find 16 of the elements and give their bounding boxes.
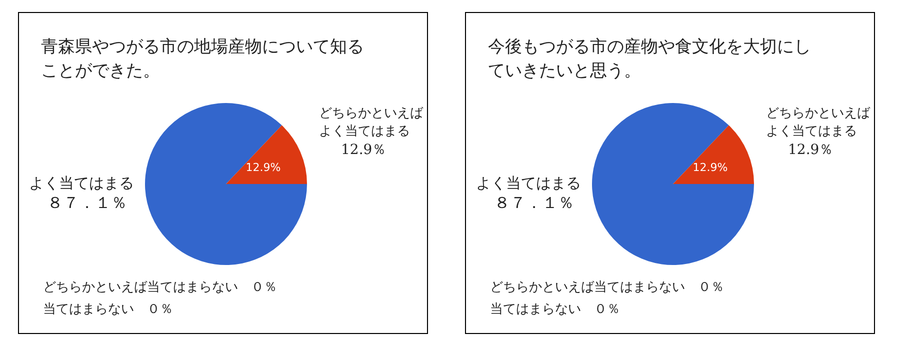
data-label: 12.9％ — [340, 141, 388, 159]
category-label: 当てはまらない ０％ — [490, 302, 620, 317]
slice-label: よく当てはまる — [476, 173, 582, 193]
category-label: 当てはまらない ０％ — [43, 302, 173, 317]
data-label: ８７．１％ — [493, 193, 575, 213]
data-label: ８７．１％ — [46, 193, 128, 213]
slice-label: どちらかといえばよく当てはまる — [319, 105, 423, 141]
category-label: どちらかといえば当てはまらない ０％ — [43, 280, 277, 295]
data-label: 12.9％ — [787, 141, 834, 159]
text: 12.9% — [246, 160, 281, 174]
slice-label: どちらかといえばよく当てはまる — [766, 105, 870, 141]
text: 12.9% — [692, 160, 728, 174]
chart-title: 今後もつがる市の産物や食文化を大切にしていきたいと思う。 — [488, 36, 812, 83]
chart-title: 青森県やつがる市の地場産物について知ることができた。 — [41, 36, 365, 83]
category-label: どちらかといえば当てはまらない ０％ — [490, 280, 724, 295]
slice-label: よく当てはまる — [29, 173, 135, 193]
